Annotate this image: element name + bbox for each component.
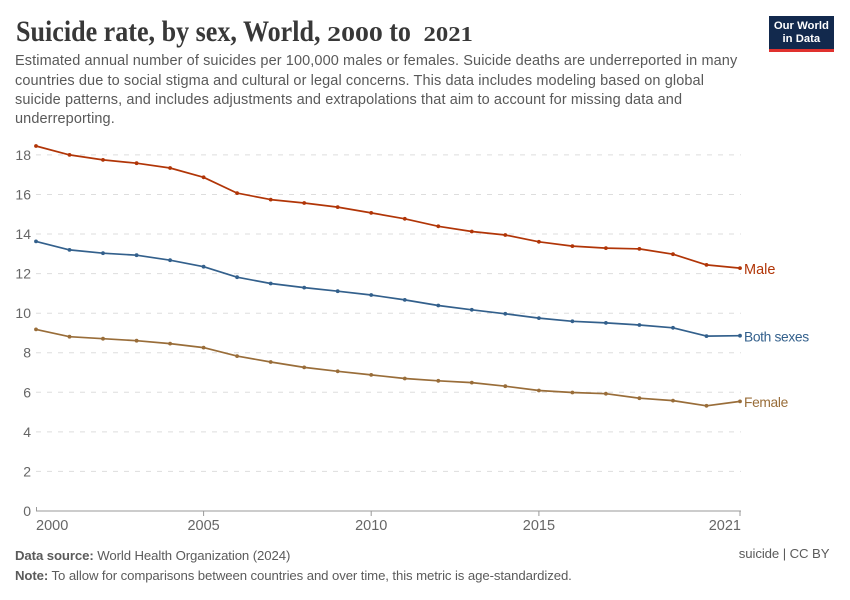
svg-text:6: 6: [23, 384, 31, 400]
svg-text:4: 4: [23, 424, 31, 440]
svg-text:14: 14: [15, 226, 31, 242]
svg-text:2000: 2000: [36, 518, 68, 534]
svg-text:2010: 2010: [355, 518, 387, 534]
svg-text:0: 0: [23, 503, 31, 519]
svg-text:Female: Female: [744, 395, 789, 410]
svg-text:2021: 2021: [709, 518, 741, 534]
svg-text:2: 2: [23, 463, 31, 479]
svg-text:Both sexes: Both sexes: [744, 330, 809, 345]
svg-text:Male: Male: [744, 262, 775, 278]
svg-text:16: 16: [15, 187, 31, 203]
svg-text:18: 18: [15, 147, 31, 163]
svg-text:2015: 2015: [523, 518, 555, 534]
svg-text:2005: 2005: [187, 518, 219, 534]
svg-text:8: 8: [23, 345, 31, 361]
svg-text:12: 12: [15, 266, 31, 282]
svg-text:10: 10: [15, 305, 31, 321]
